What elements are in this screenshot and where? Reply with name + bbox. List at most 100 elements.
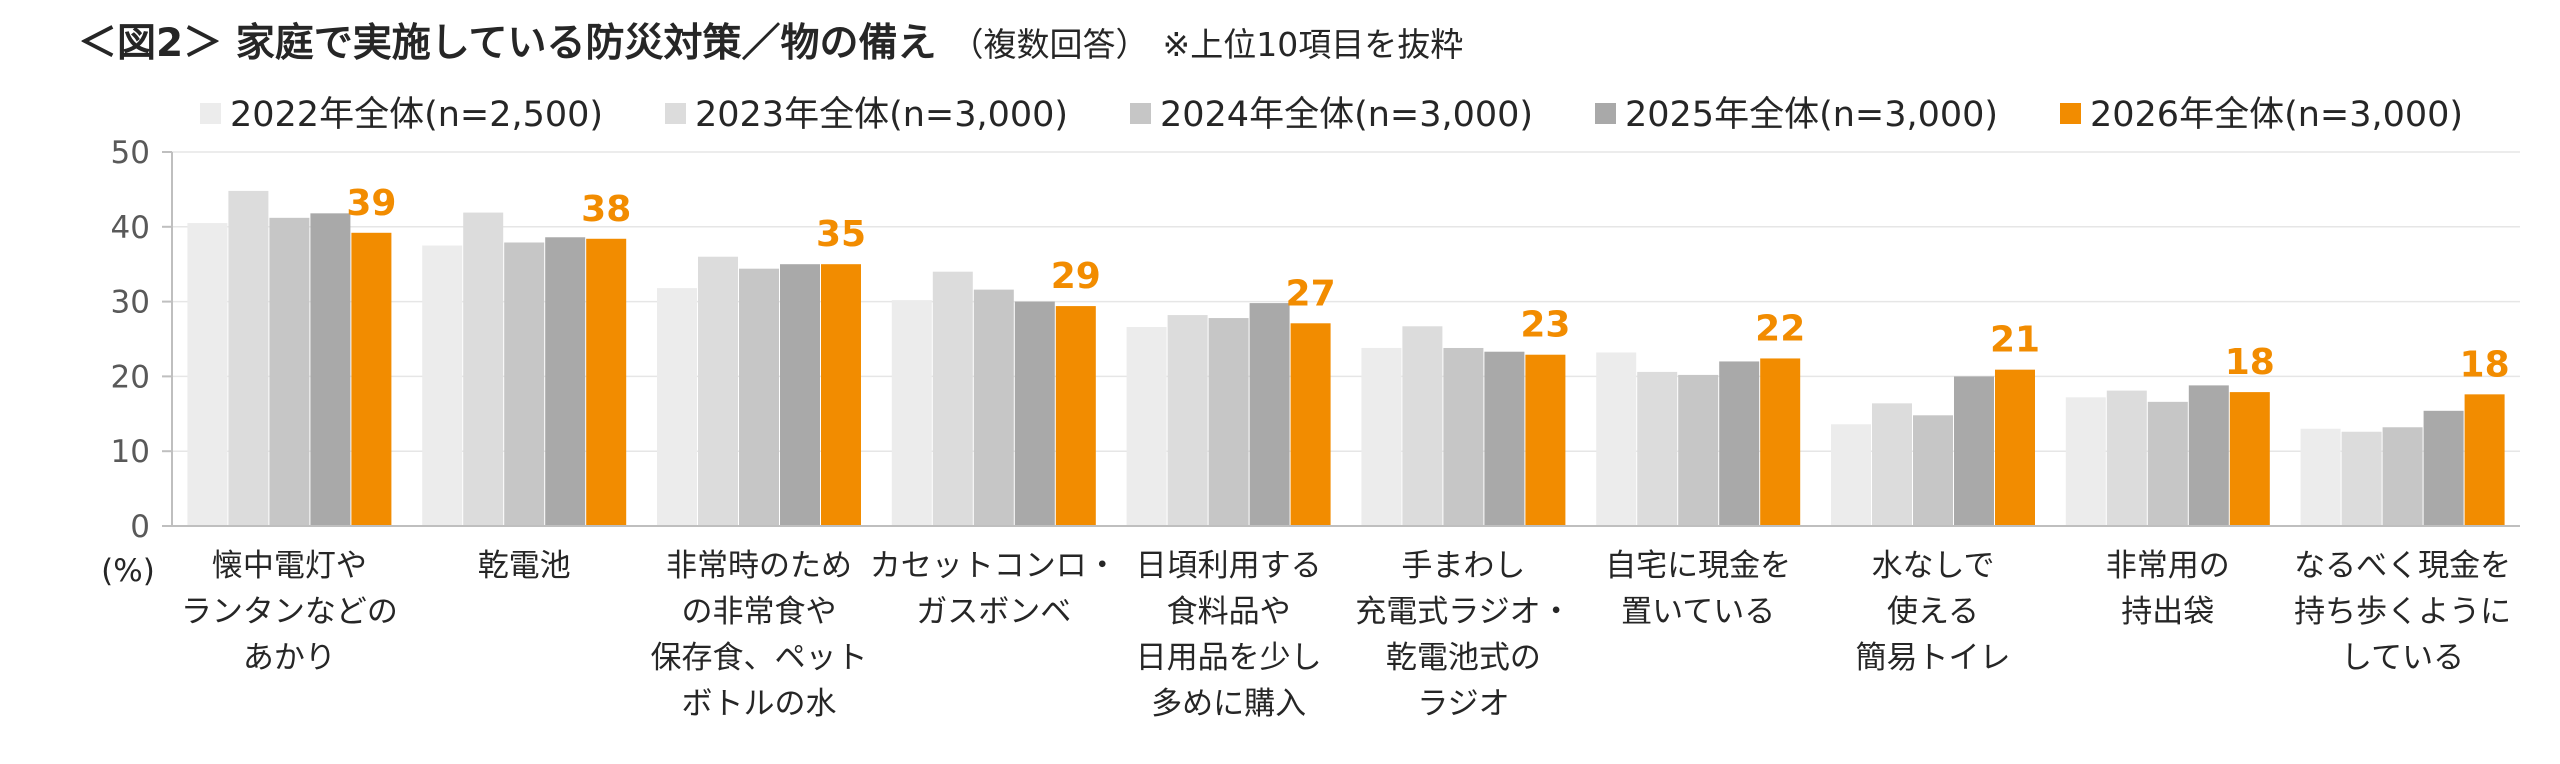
- data-label: 18: [2460, 344, 2510, 385]
- bar: [1596, 352, 1637, 526]
- category-label-line: 乾電池式の: [1386, 640, 1541, 676]
- bar: [2382, 427, 2423, 526]
- category-label-line: ランタンなどの: [181, 594, 398, 630]
- bars: [187, 190, 2505, 526]
- chart-title-main: ＜図2＞ 家庭で実施している防災対策／物の備え: [78, 21, 937, 66]
- bar: [351, 232, 392, 526]
- bar: [1913, 415, 1953, 526]
- category-label-line: 持出袋: [2121, 594, 2214, 630]
- bar: [1402, 326, 1443, 526]
- category-label-line: 使える: [1887, 594, 1979, 630]
- y-tick-label: 30: [111, 285, 150, 321]
- bar: [891, 300, 932, 526]
- category-label-line: カセットコンロ・: [870, 548, 1118, 584]
- category-label-line: ラジオ: [1417, 686, 1509, 722]
- legend-swatch: [1595, 103, 1616, 124]
- bar: [228, 190, 269, 526]
- legend-item: 2026年全体(n=3,000): [2060, 95, 2463, 135]
- bar: [2065, 397, 2106, 526]
- bar: [1208, 318, 1249, 526]
- y-tick-label: 40: [111, 210, 150, 246]
- bar: [2423, 410, 2464, 526]
- category-label-line: 保存食、ペット: [651, 640, 868, 676]
- y-tick-label: 50: [111, 135, 150, 171]
- bar: [1290, 323, 1331, 526]
- category-label: カセットコンロ・ガスボンベ: [870, 548, 1118, 630]
- chart-title-sub: （複数回答）: [950, 25, 1149, 64]
- bar: [1995, 369, 2035, 526]
- category-label-line: 自宅に現金を: [1605, 548, 1791, 584]
- bar: [1167, 315, 1208, 526]
- data-label: 21: [1990, 320, 2040, 361]
- bar: [2147, 401, 2188, 526]
- y-tick-label: 20: [111, 359, 150, 395]
- data-label: 23: [1520, 305, 1570, 346]
- bar: [1443, 347, 1484, 526]
- bar: [504, 242, 545, 526]
- bar: [1678, 374, 1719, 526]
- legend-swatch: [665, 103, 686, 124]
- bar: [2106, 390, 2147, 526]
- data-label: 18: [2225, 342, 2275, 383]
- legend-swatch: [200, 103, 221, 124]
- bar: [1014, 301, 1055, 526]
- category-label-line: 日頃利用する: [1136, 548, 1322, 584]
- category-label-line: 持ち歩くように: [2294, 594, 2511, 630]
- legend-label: 2022年全体(n=2,500): [230, 95, 603, 135]
- legend-label: 2024年全体(n=3,000): [1160, 95, 1533, 135]
- bar: [1055, 306, 1096, 526]
- y-unit-label: (%): [101, 553, 155, 589]
- category-label-line: 多めに購入: [1151, 686, 1306, 722]
- series-0: [187, 223, 2341, 526]
- category-label-line: ガスボンベ: [916, 594, 1071, 630]
- category-label-line: なるべく現金を: [2294, 548, 2511, 584]
- bar: [545, 237, 586, 526]
- legend-label: 2025年全体(n=3,000): [1625, 95, 1998, 135]
- category-label-line: 乾電池: [478, 548, 571, 584]
- data-label: 39: [346, 183, 396, 224]
- data-label: 29: [1051, 256, 1101, 297]
- legend-swatch: [2060, 103, 2081, 124]
- category-label-line: 手まわし: [1401, 548, 1525, 584]
- bar: [269, 217, 310, 526]
- bar: [586, 238, 627, 526]
- data-label: 22: [1755, 308, 1805, 349]
- category-label-line: 充電式ラジオ・: [1355, 594, 1571, 630]
- bar: [2229, 392, 2270, 526]
- bar: [1126, 327, 1167, 526]
- data-label: 27: [1286, 273, 1336, 314]
- bar: [2464, 394, 2505, 526]
- series-1: [228, 190, 2382, 526]
- chart-title-note: ※上位10項目を抜粋: [1162, 25, 1464, 64]
- bar: [821, 264, 861, 526]
- category-label-line: 日用品を少し: [1136, 640, 1322, 676]
- category-label-line: 簡易トイレ: [1856, 640, 2011, 676]
- legend-item: 2024年全体(n=3,000): [1130, 95, 1533, 135]
- category-label-line: している: [2341, 640, 2464, 676]
- category-label-line: 水なしで: [1871, 548, 1994, 584]
- y-axis: 0 10 20 30 40 50 (%): [101, 135, 173, 589]
- bar: [1954, 376, 1994, 526]
- bar: [698, 256, 738, 526]
- legend: 2022年全体(n=2,500) 2023年全体(n=3,000) 2024年全体(…: [200, 95, 2463, 135]
- data-label: 35: [816, 214, 866, 255]
- category-label: 乾電池: [478, 548, 571, 584]
- data-label: 38: [581, 189, 631, 230]
- category-label-line: 置いている: [1621, 594, 1775, 630]
- bar: [2341, 431, 2382, 526]
- category-label-line: の非常食や: [682, 594, 837, 630]
- bar: [187, 223, 228, 526]
- bar: [1760, 358, 1801, 526]
- bar: [422, 245, 463, 526]
- series-4: [351, 232, 2505, 526]
- y-tick-label: 0: [130, 509, 150, 545]
